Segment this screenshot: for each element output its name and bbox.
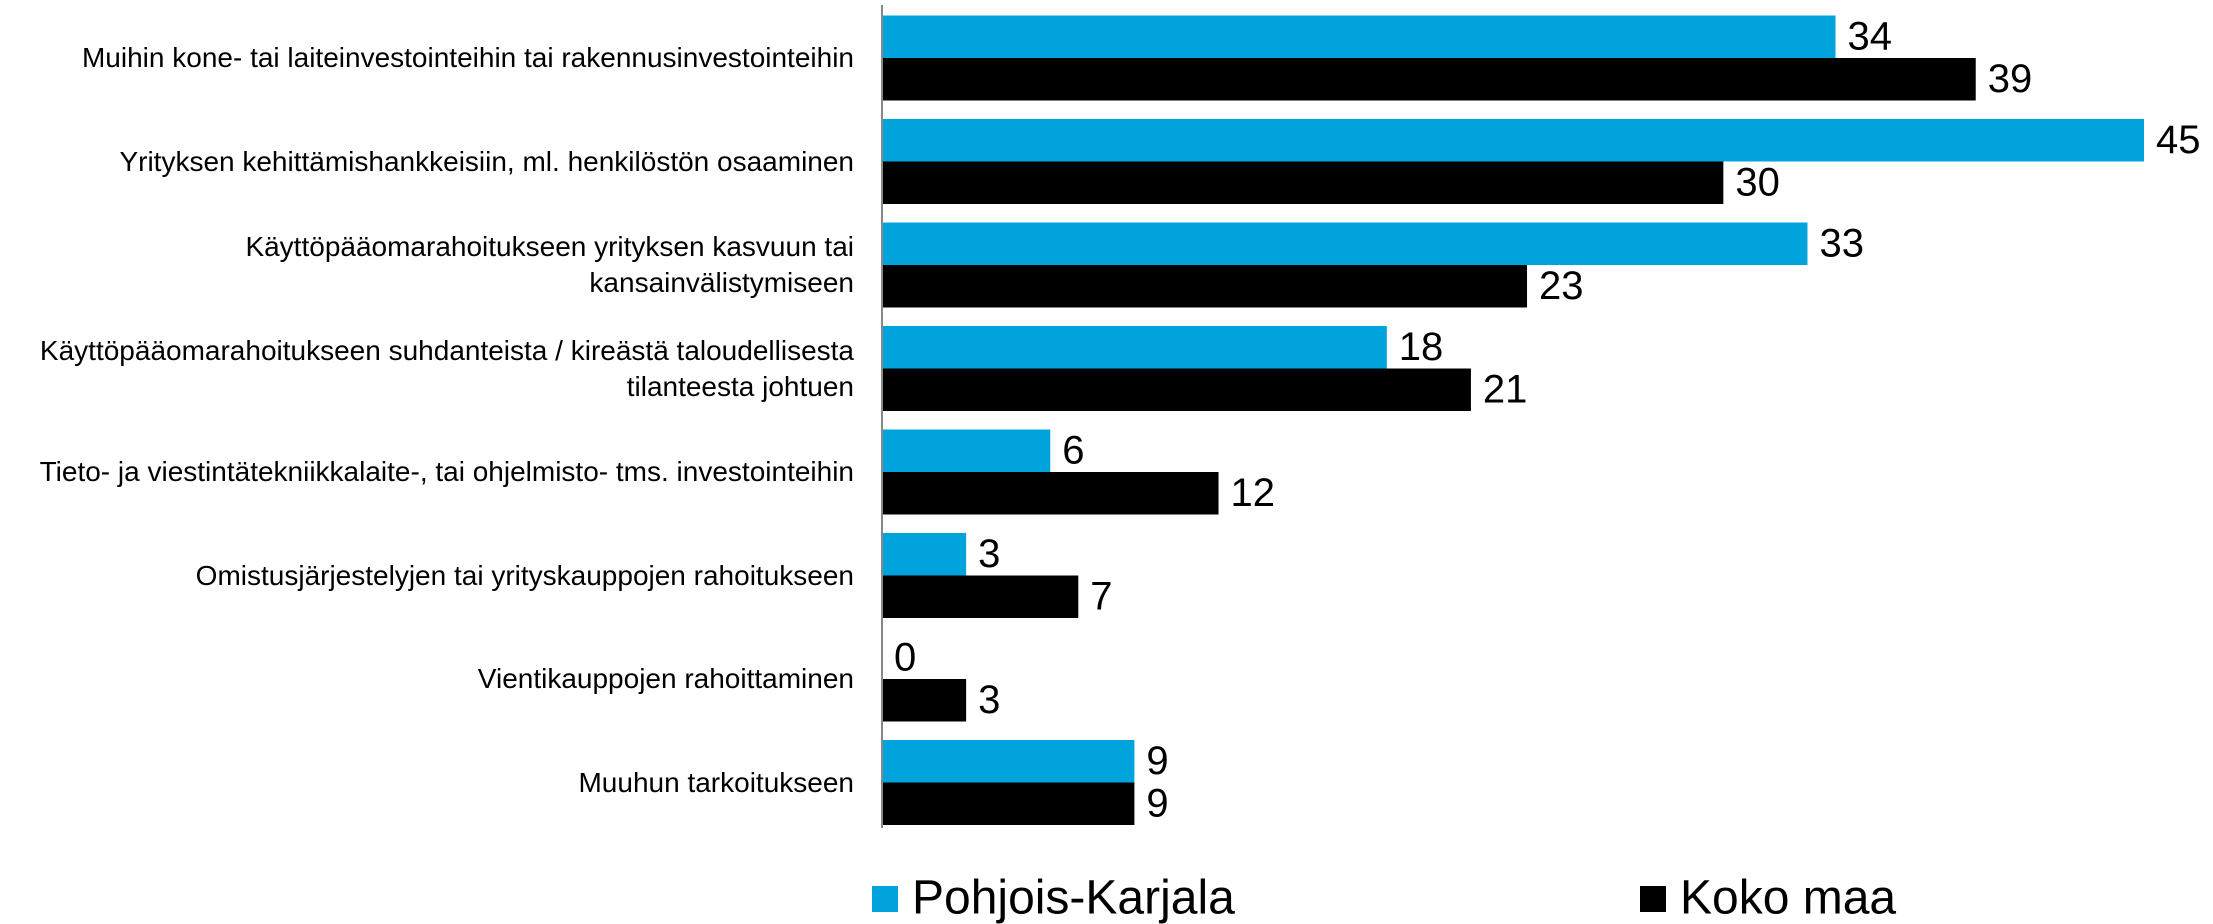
value-label: 9: [1146, 739, 1168, 783]
bar: [882, 533, 967, 576]
bar: [882, 265, 1528, 308]
value-label: 30: [1735, 160, 1780, 204]
bar: [882, 58, 1976, 101]
bar: [882, 161, 1724, 204]
legend-swatch: [1640, 886, 1666, 912]
category-label: Käyttöpääomarahoitukseen suhdanteista / …: [39, 334, 854, 402]
bar: [882, 679, 967, 722]
value-label: 33: [1819, 221, 1864, 265]
value-label: 34: [1848, 14, 1893, 58]
bar: [882, 472, 1219, 515]
value-label: 7: [1090, 574, 1112, 618]
legend-swatch: [872, 886, 898, 912]
category-label: Omistusjärjestelyjen tai yrityskauppojen…: [195, 559, 854, 591]
value-label: 0: [894, 635, 916, 679]
value-label: 9: [1146, 781, 1168, 825]
bar: [882, 429, 1051, 472]
legend-label: Koko maa: [1680, 872, 1896, 924]
bar: [882, 575, 1079, 618]
value-label: 45: [2156, 118, 2201, 162]
value-label: 3: [978, 678, 1000, 722]
legend-label: Pohjois-Karjala: [912, 872, 1235, 924]
value-label: 39: [1988, 57, 2033, 101]
value-label: 6: [1062, 428, 1084, 472]
category-label: Muihin kone- tai laiteinvestointeihin ta…: [81, 42, 854, 73]
category-label: Vientikauppojen rahoittaminen: [477, 663, 854, 694]
bar: [882, 740, 1135, 783]
value-label: 23: [1539, 264, 1584, 308]
value-label: 21: [1483, 367, 1528, 411]
value-label: 12: [1231, 471, 1276, 515]
value-label: 3: [978, 532, 1000, 576]
category-label: Käyttöpääomarahoitukseen yrityksen kasvu…: [245, 231, 854, 298]
value-label: 18: [1399, 325, 1444, 369]
category-label: Muuhun tarkoitukseen: [578, 766, 854, 798]
bar: [882, 222, 1808, 265]
bar: [882, 782, 1135, 825]
bar: [882, 326, 1387, 369]
bar: [882, 15, 1836, 58]
bar: [882, 119, 2144, 162]
category-label: Tieto- ja viestintätekniikkalaite-, tai …: [39, 456, 854, 487]
category-label: Yrityksen kehittämishankkeisiin, ml. hen…: [119, 145, 854, 177]
bar: [882, 368, 1471, 411]
